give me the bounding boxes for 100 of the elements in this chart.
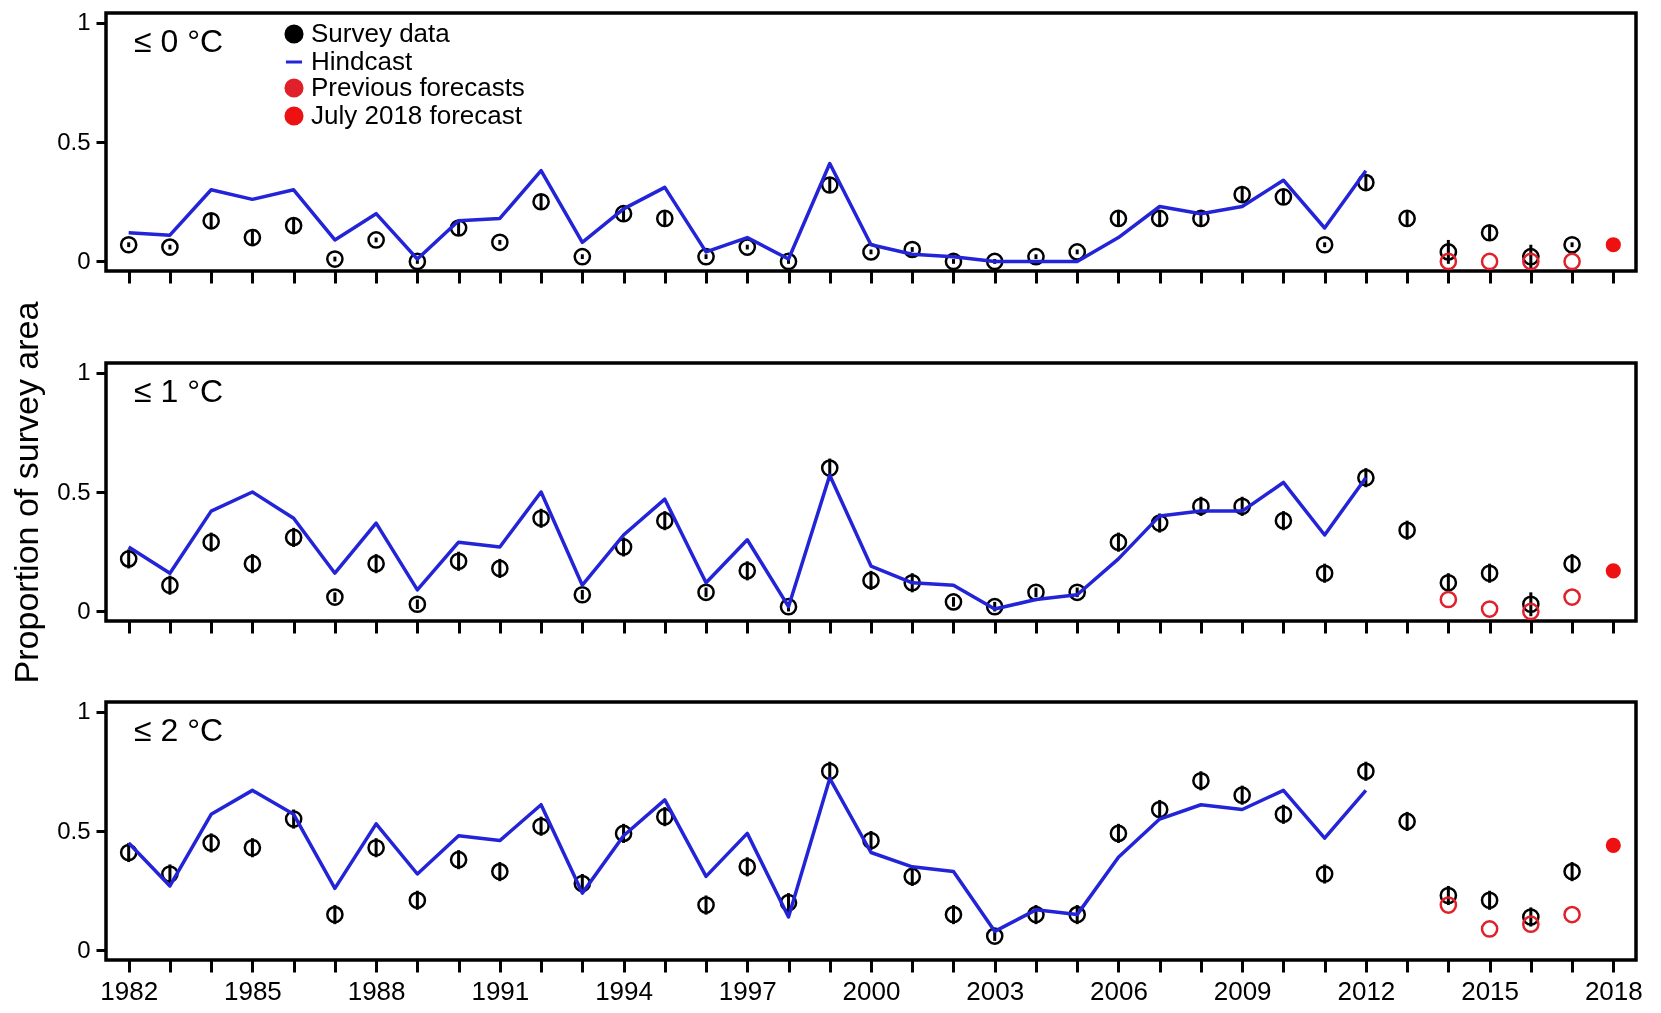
x-tick-label: 2000	[842, 975, 901, 1006]
point	[532, 509, 550, 528]
point	[738, 858, 757, 876]
legend-label: Survey data	[311, 18, 451, 48]
y-tick-label: 0	[77, 246, 91, 274]
point	[820, 459, 839, 477]
x-tick-label: 2006	[1090, 975, 1148, 1006]
point	[243, 228, 262, 247]
legend-label: July 2018 forecast	[311, 100, 523, 130]
point	[326, 905, 344, 924]
point	[1563, 554, 1581, 573]
point	[1480, 600, 1499, 618]
point	[1150, 800, 1169, 819]
point	[1315, 235, 1334, 254]
point	[944, 593, 963, 611]
point	[1480, 920, 1499, 938]
point	[573, 247, 592, 266]
point	[1563, 862, 1581, 881]
x-tick-label: 2003	[966, 975, 1025, 1006]
point	[1563, 905, 1581, 924]
point	[161, 576, 179, 594]
point	[449, 552, 468, 571]
x-tick-label: 2018	[1584, 975, 1643, 1006]
point	[697, 583, 715, 602]
point	[202, 533, 220, 551]
point	[202, 834, 220, 852]
point	[903, 867, 922, 886]
y-tick-label: 1	[77, 358, 91, 386]
x-tick-label: 2009	[1213, 975, 1272, 1006]
point	[367, 231, 385, 249]
x-tick-label: 1997	[718, 975, 777, 1006]
point	[573, 585, 592, 604]
point	[1357, 468, 1375, 487]
point	[243, 554, 262, 573]
y-tick-label: 0.5	[57, 816, 91, 844]
x-tick-label: 1982	[100, 975, 159, 1006]
point	[408, 595, 427, 614]
point	[1605, 563, 1621, 579]
y-axis-title: Proportion of survey area	[7, 301, 46, 684]
y-tick-label: 0.5	[57, 477, 91, 505]
x-tick-label: 1985	[223, 975, 282, 1006]
x-tick-label: 1991	[471, 975, 530, 1006]
point	[738, 562, 757, 580]
point	[1315, 564, 1334, 583]
point	[1439, 573, 1458, 592]
x-tick-label: 2015	[1461, 975, 1520, 1006]
point	[284, 528, 303, 547]
point	[1109, 824, 1128, 843]
point	[944, 905, 963, 924]
point	[1439, 252, 1458, 271]
chart-title: ≤ 2 °C	[134, 712, 224, 748]
line-series	[126, 776, 1368, 934]
x-tick-label: 1988	[347, 975, 406, 1006]
y-tick-label: 0	[77, 935, 91, 963]
point	[1480, 223, 1499, 242]
point	[820, 762, 839, 781]
point	[326, 250, 344, 268]
point	[1398, 209, 1416, 228]
point	[449, 850, 468, 869]
point	[1150, 209, 1169, 228]
y-tick-label: 0	[77, 596, 91, 624]
point	[1109, 533, 1128, 551]
point	[243, 838, 262, 857]
point	[1480, 564, 1499, 583]
point	[532, 817, 550, 836]
point	[1439, 243, 1458, 261]
point	[161, 238, 179, 256]
point	[1109, 209, 1128, 228]
chart-title: ≤ 1 °C	[134, 373, 224, 409]
point	[862, 571, 880, 590]
point	[1522, 915, 1540, 933]
point	[1605, 837, 1621, 853]
chart-title: ≤ 0 °C	[134, 23, 224, 59]
point	[1605, 237, 1621, 253]
point	[491, 862, 509, 881]
point	[532, 192, 550, 211]
point	[1480, 252, 1499, 271]
point	[119, 235, 138, 254]
point	[367, 554, 385, 573]
line-series	[126, 473, 1368, 611]
y-tick-label: 0.5	[57, 127, 91, 155]
point	[1563, 235, 1581, 254]
point	[367, 838, 385, 857]
point	[1233, 185, 1251, 204]
point	[491, 559, 509, 578]
y-tick-label: 1	[77, 8, 91, 36]
point	[1480, 891, 1499, 910]
point	[1315, 865, 1334, 883]
y-tick-label: 1	[77, 697, 91, 725]
point	[202, 212, 220, 230]
point	[1274, 188, 1293, 206]
point	[1192, 772, 1210, 790]
point	[1398, 521, 1416, 540]
point	[655, 209, 674, 228]
point	[326, 588, 344, 606]
point	[1522, 595, 1540, 614]
point	[1439, 886, 1458, 905]
point	[697, 896, 715, 914]
point	[1563, 252, 1581, 271]
point	[1439, 590, 1458, 609]
